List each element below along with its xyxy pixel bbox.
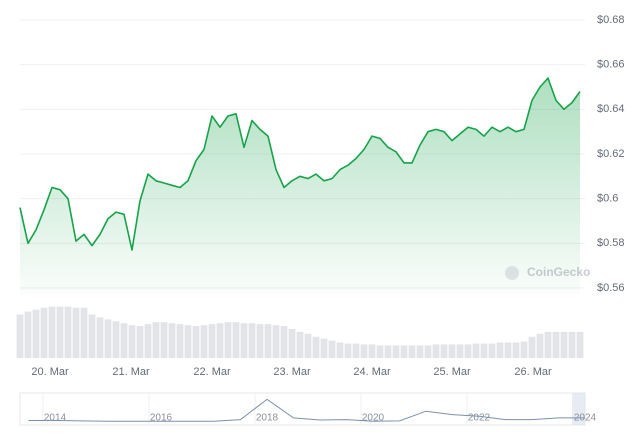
volume-bar	[496, 342, 504, 358]
volume-bar	[400, 345, 408, 358]
volume-bar	[376, 345, 384, 358]
volume-bar	[192, 326, 200, 358]
volume-bar	[536, 333, 544, 358]
volume-bar	[488, 343, 496, 358]
volume-bar	[40, 307, 48, 358]
volume-bar	[552, 331, 560, 358]
volume-bar	[504, 342, 512, 358]
volume-bar	[520, 341, 528, 358]
volume-bar	[32, 309, 40, 358]
navigator-tick-label: 2024	[574, 413, 597, 424]
volume-bar	[512, 342, 520, 358]
volume-bar	[216, 323, 224, 358]
volume-bar	[264, 324, 272, 358]
y-tick-label: $0.58	[597, 237, 625, 249]
volume-bar	[392, 345, 400, 358]
navigator-line	[28, 398, 585, 422]
x-tick-label: 21. Mar	[112, 366, 150, 378]
volume-bar	[528, 336, 536, 358]
volume-bar	[248, 323, 256, 358]
volume-bar	[80, 307, 88, 358]
volume-bar	[232, 322, 240, 358]
volume-bar	[56, 306, 64, 358]
x-tick-label: 24. Mar	[353, 366, 391, 378]
y-tick-label: $0.68	[597, 14, 625, 26]
volume-bar	[576, 331, 584, 358]
volume-bar	[432, 344, 440, 358]
volume-bar	[320, 338, 328, 358]
navigator-tick-label: 2018	[256, 413, 279, 424]
volume-bar	[384, 345, 392, 358]
volume-bar	[160, 322, 168, 358]
volume-bar	[72, 307, 80, 358]
volume-bar	[256, 324, 264, 358]
volume-bar	[88, 314, 96, 358]
volume-bar	[120, 323, 128, 358]
y-tick-label: $0.64	[597, 103, 625, 115]
volume-bar	[568, 331, 576, 358]
volume-bar	[352, 343, 360, 358]
volume-bar	[208, 324, 216, 358]
volume-bar	[328, 340, 336, 358]
volume-bar	[464, 344, 472, 358]
y-tick-label: $0.62	[597, 148, 625, 160]
price-area	[20, 78, 580, 294]
volume-bar	[128, 325, 136, 358]
x-tick-label: 25. Mar	[433, 366, 471, 378]
navigator-tick-label: 2020	[362, 413, 385, 424]
volume-bar	[344, 343, 352, 358]
volume-bar	[424, 345, 432, 358]
volume-bar	[184, 325, 192, 358]
y-tick-label: $0.66	[597, 59, 625, 71]
volume-bar	[200, 325, 208, 358]
volume-bar	[272, 325, 280, 358]
volume-bar	[240, 323, 248, 358]
volume-bar	[176, 324, 184, 358]
volume-bar	[480, 343, 488, 358]
volume-bar	[408, 345, 416, 358]
volume-bar	[560, 331, 568, 358]
volume-bar	[136, 326, 144, 358]
x-tick-label: 23. Mar	[273, 366, 311, 378]
volume-bar	[440, 344, 448, 358]
navigator-frame	[19, 392, 586, 426]
volume-bar	[456, 344, 464, 358]
volume-bar	[448, 344, 456, 358]
navigator-tick-label: 2022	[468, 413, 491, 424]
volume-bar	[48, 306, 56, 358]
volume-bar	[112, 321, 120, 358]
volume-bar	[224, 322, 232, 358]
navigator-selection[interactable]	[572, 393, 585, 425]
volume-bar	[312, 336, 320, 358]
y-tick-label: $0.56	[597, 282, 625, 294]
navigator-tick-label: 2014	[44, 413, 67, 424]
volume-bar	[104, 319, 112, 358]
volume-bar	[96, 317, 104, 358]
volume-bar	[152, 322, 160, 358]
x-tick-label: 20. Mar	[31, 366, 69, 378]
volume-bar	[168, 323, 176, 358]
navigator-tick-label: 2016	[150, 413, 173, 424]
volume-bar	[304, 333, 312, 358]
volume-bar	[296, 331, 304, 358]
x-tick-label: 22. Mar	[193, 366, 231, 378]
volume-bar	[544, 331, 552, 358]
volume-bar	[64, 306, 72, 358]
x-tick-label: 26. Mar	[514, 366, 552, 378]
volume-bar	[416, 345, 424, 358]
y-tick-label: $0.6	[597, 193, 618, 205]
volume-bar	[360, 344, 368, 358]
volume-bar	[24, 311, 32, 358]
volume-bar	[144, 324, 152, 358]
volume-bar	[288, 329, 296, 358]
volume-bar	[368, 344, 376, 358]
volume-bar	[336, 342, 344, 358]
volume-bar	[16, 314, 24, 358]
volume-bar	[472, 343, 480, 358]
volume-bar	[280, 326, 288, 358]
price-line	[19, 77, 581, 251]
